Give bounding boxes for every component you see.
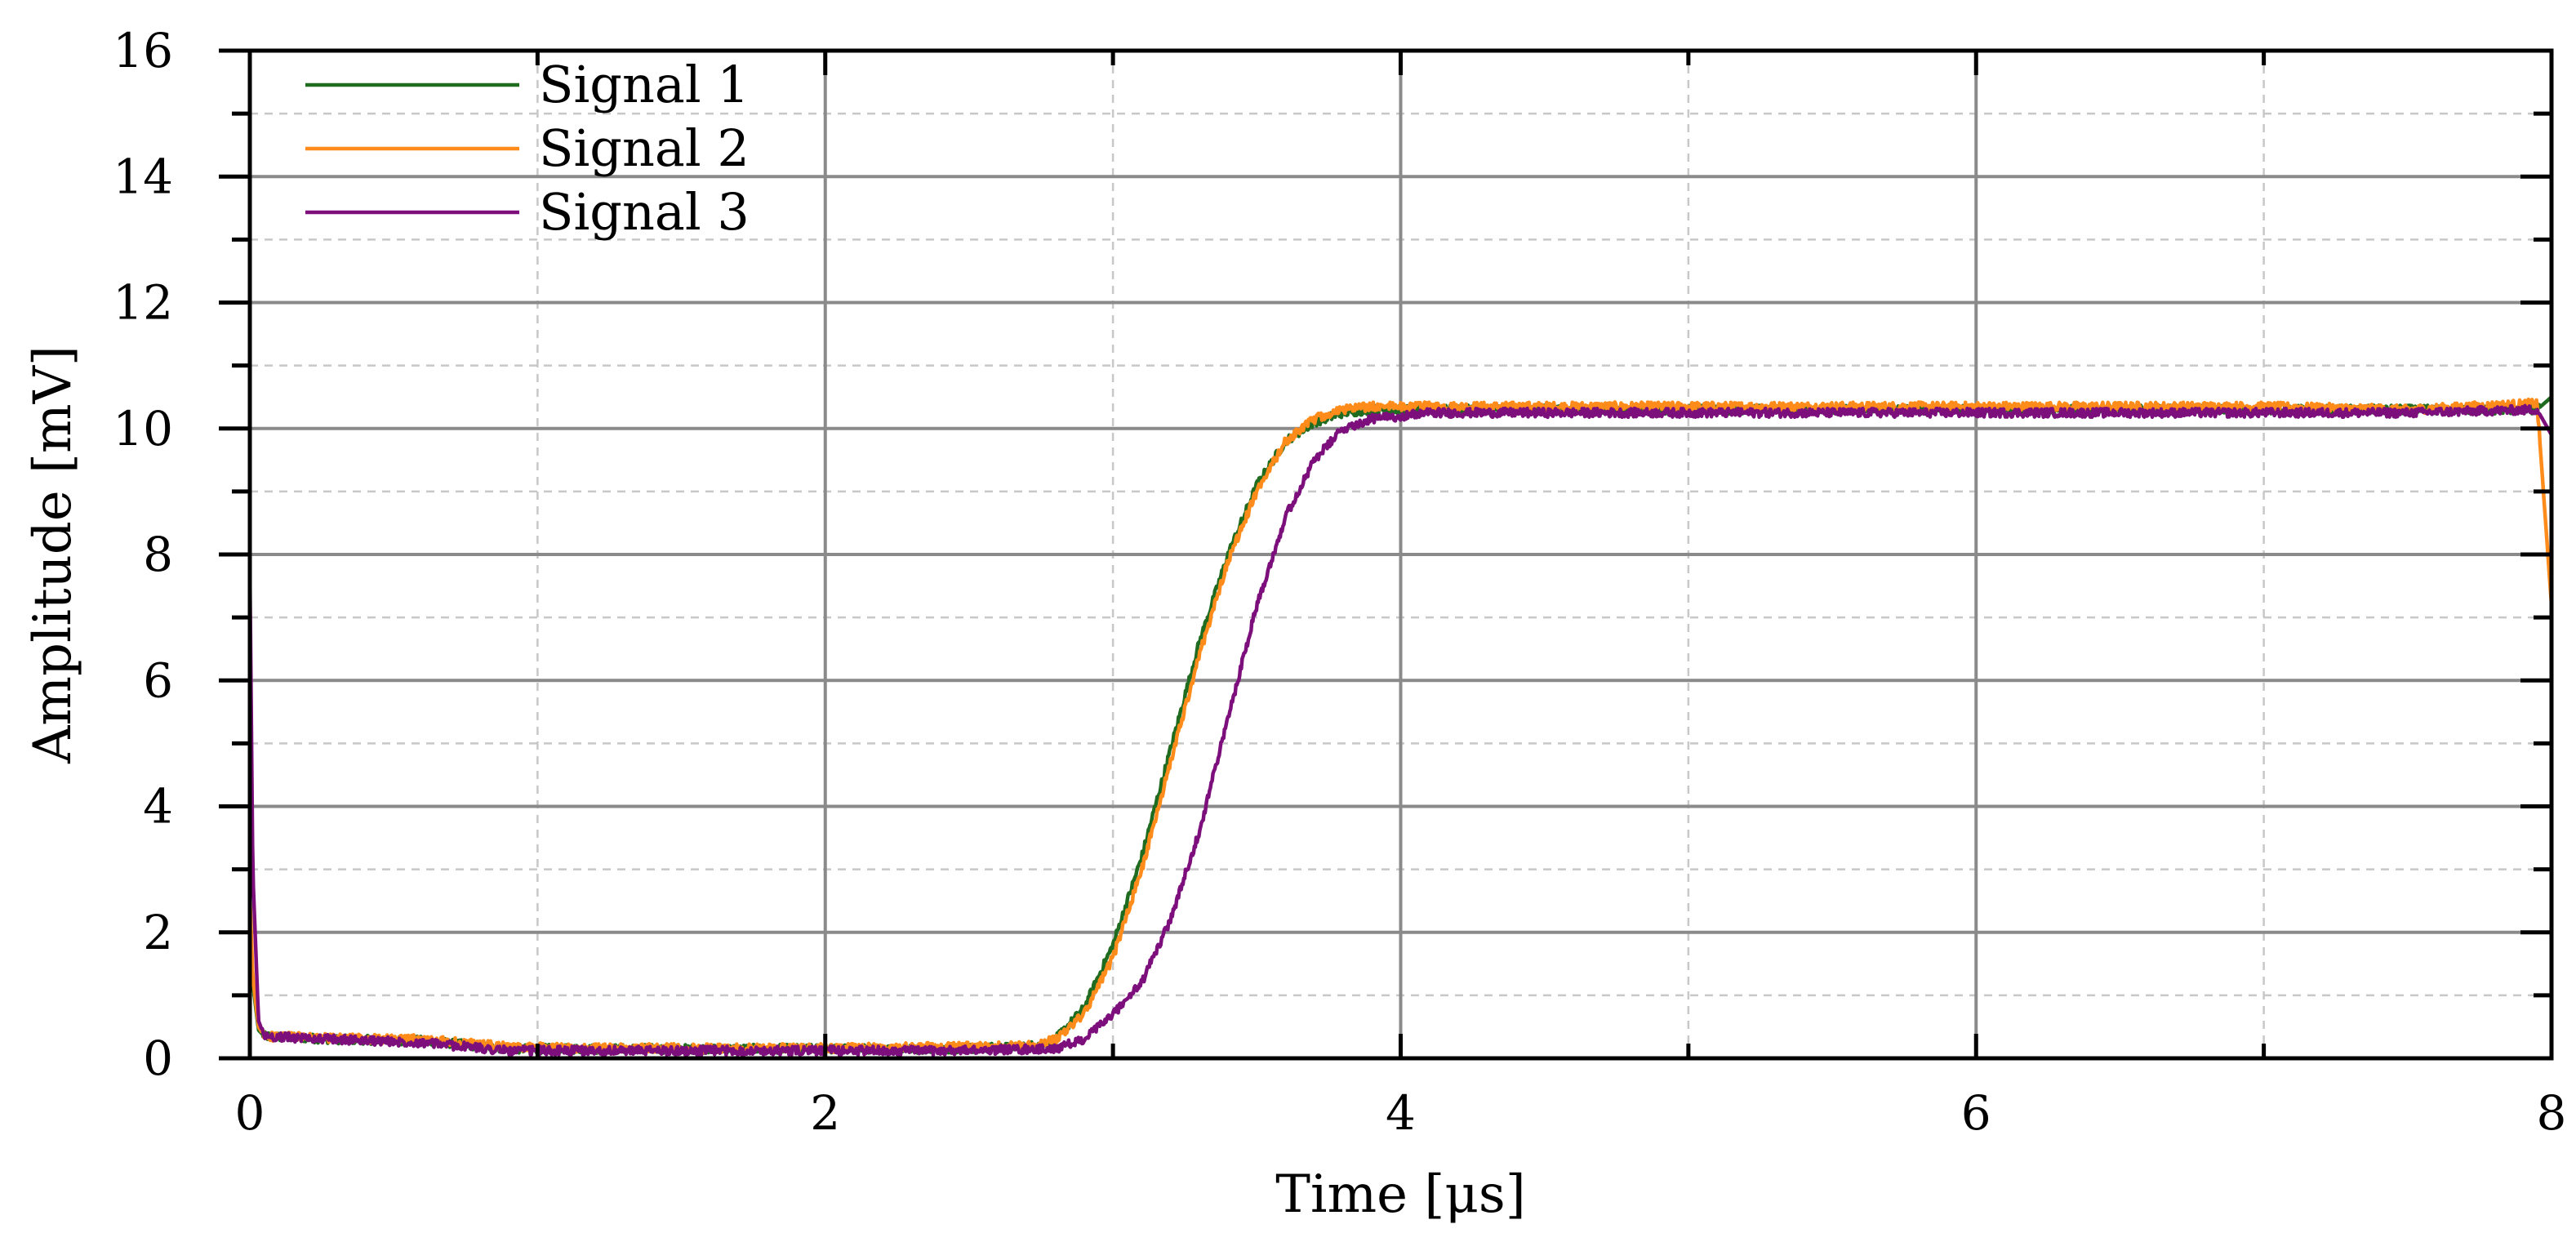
legend-label-3: Signal 3 bbox=[539, 182, 750, 242]
major-gridlines bbox=[250, 51, 2552, 1058]
legend-label-1: Signal 1 bbox=[539, 55, 750, 114]
y-tick-label: 6 bbox=[143, 652, 173, 708]
x-tick-label: 2 bbox=[810, 1085, 840, 1141]
y-tick-label: 8 bbox=[143, 527, 173, 582]
y-tick-label: 14 bbox=[113, 149, 173, 204]
series-line-3 bbox=[247, 403, 2553, 1057]
axis-ticks bbox=[219, 48, 2554, 1061]
x-tick-label: 4 bbox=[1386, 1085, 1416, 1141]
y-tick-label: 0 bbox=[143, 1031, 173, 1086]
y-tick-label: 16 bbox=[113, 23, 173, 78]
y-axis-label: Amplitude [mV] bbox=[23, 345, 83, 764]
y-tick-label: 2 bbox=[143, 905, 173, 960]
x-tick-labels: 0 2 4 6 8 bbox=[235, 1085, 2567, 1141]
y-tick-label: 12 bbox=[113, 275, 173, 331]
x-tick-label: 6 bbox=[1961, 1085, 1991, 1141]
series-layer bbox=[247, 395, 2554, 1057]
x-tick-label: 0 bbox=[235, 1085, 265, 1141]
x-axis-label: Time [μs] bbox=[1275, 1164, 1525, 1225]
legend-label-2: Signal 2 bbox=[539, 118, 750, 178]
y-tick-label: 4 bbox=[143, 779, 173, 835]
x-tick-label: 8 bbox=[2537, 1085, 2567, 1141]
y-tick-label: 10 bbox=[113, 401, 173, 456]
y-tick-labels: 0 2 4 6 8 10 12 14 16 bbox=[113, 23, 173, 1086]
